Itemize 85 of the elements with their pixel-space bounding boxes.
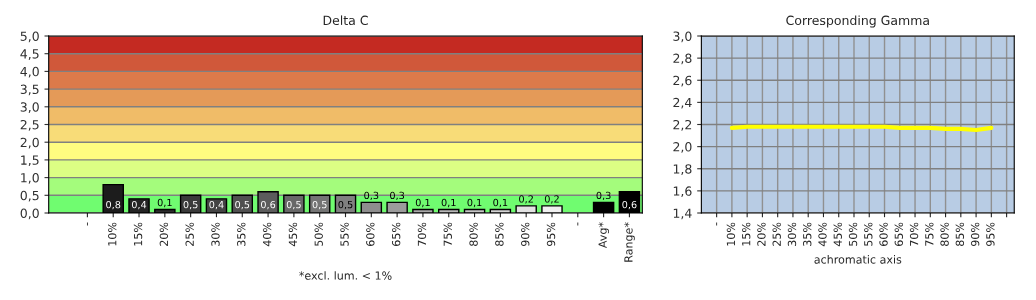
x-tick-label: 80% xyxy=(940,222,949,246)
x-tick-label: 75% xyxy=(443,222,452,246)
x-tick-label: 55% xyxy=(340,222,349,246)
x-tick-label: 65% xyxy=(894,222,903,246)
y-tick-label: 2,5 xyxy=(20,119,39,131)
y-tick-label: 0,0 xyxy=(20,208,39,220)
data-label: 0,5 xyxy=(312,200,327,210)
x-tick-label: 65% xyxy=(391,222,401,246)
data-label: 0,5 xyxy=(338,200,353,210)
y-tick-label: 2,6 xyxy=(673,75,692,87)
y-tick-label: 1,6 xyxy=(673,186,692,198)
x-tick-label: 35% xyxy=(237,222,246,246)
data-label: 0,5 xyxy=(286,200,301,210)
chart-title: Delta C xyxy=(323,15,368,26)
y-tick-label: 1,0 xyxy=(21,173,39,184)
x-tick-label: 90% xyxy=(520,222,530,247)
x-tick-label: 70% xyxy=(417,222,427,246)
data-label: 0,3 xyxy=(364,191,379,201)
y-tick-label: 4,0 xyxy=(20,66,39,78)
data-label: 0,5 xyxy=(183,200,198,210)
y-tick-label: 0,5 xyxy=(20,190,39,202)
x-tick-label: Avg* xyxy=(598,222,609,249)
y-tick-label: 2,0 xyxy=(20,137,39,149)
x-tick-label: 90% xyxy=(970,222,980,247)
data-label: 0,5 xyxy=(235,200,250,210)
y-tick-label: 5,0 xyxy=(20,31,39,43)
data-label: 0,2 xyxy=(544,195,559,204)
x-tick-label: 40% xyxy=(262,222,272,247)
x-tick-label: 30% xyxy=(211,222,220,246)
x-tick-label: 60% xyxy=(366,222,375,246)
y-tick-label: 3,5 xyxy=(20,84,39,96)
x-tick-label: 55% xyxy=(864,222,873,246)
x-tick-label: 40% xyxy=(818,222,827,247)
y-tick-label: 2,0 xyxy=(673,142,692,153)
x-tick-label: 10% xyxy=(108,222,117,246)
data-label: 0,1 xyxy=(415,198,430,208)
x-tick-label: 60% xyxy=(879,222,888,246)
data-label: 0,1 xyxy=(157,198,172,208)
y-tick-label: 1,4 xyxy=(673,208,692,220)
data-label: 0,3 xyxy=(390,191,405,201)
x-tick-label: - xyxy=(577,222,579,226)
x-tick-label: 20% xyxy=(159,222,169,246)
x-tick-label: 20% xyxy=(757,222,766,246)
y-tick-label: 1,8 xyxy=(673,164,692,175)
data-label: 0,1 xyxy=(493,198,508,208)
x-tick-label: 15% xyxy=(133,222,143,246)
data-label: 0,8 xyxy=(106,200,121,210)
x-axis-title: *excl. lum. < 1% xyxy=(299,271,392,280)
x-axis-title: achromatic axis xyxy=(814,255,902,264)
x-tick-label: 50% xyxy=(314,222,323,246)
x-tick-label: 35% xyxy=(803,222,812,246)
data-label: 0,4 xyxy=(131,200,147,210)
x-tick-label: 45% xyxy=(833,222,842,247)
data-label: 0,2 xyxy=(519,195,533,204)
x-tick-label: 70% xyxy=(909,222,919,246)
x-tick-label: - xyxy=(86,222,88,226)
y-tick-label: 3,0 xyxy=(20,102,39,113)
x-tick-label: 85% xyxy=(495,222,504,246)
data-label: 0,1 xyxy=(467,198,482,208)
x-tick-label: 10% xyxy=(726,222,736,246)
y-tick-label: 2,2 xyxy=(673,119,692,131)
y-tick-label: 2,4 xyxy=(673,97,692,109)
y-tick-label: 1,5 xyxy=(21,155,39,167)
x-tick-label: 25% xyxy=(772,222,781,246)
y-tick-label: 4,5 xyxy=(20,49,39,60)
chart-title: Corresponding Gamma xyxy=(786,15,929,28)
x-tick-label: 45% xyxy=(288,222,298,247)
y-tick-label: 3,0 xyxy=(673,31,692,43)
x-tick-label: Range* xyxy=(624,222,635,262)
y-tick-label: 2,8 xyxy=(673,53,692,65)
data-label: 0,6 xyxy=(260,200,276,210)
x-tick-label: 80% xyxy=(469,222,478,246)
x-tick-label: 50% xyxy=(848,222,858,246)
data-label: 0,4 xyxy=(209,200,224,210)
x-tick-label: 25% xyxy=(185,222,194,246)
x-tick-label: 85% xyxy=(955,222,965,246)
x-tick-label: 95% xyxy=(986,222,995,247)
data-label: 0,3 xyxy=(596,191,611,201)
data-label: 0,1 xyxy=(441,198,456,208)
x-tick-label: 15% xyxy=(741,222,751,246)
x-tick-label: - xyxy=(716,222,718,226)
x-tick-label: 30% xyxy=(787,222,797,246)
x-tick-label: 95% xyxy=(546,222,556,247)
data-label: 0,6 xyxy=(622,200,637,210)
x-tick-label: 75% xyxy=(925,222,934,246)
